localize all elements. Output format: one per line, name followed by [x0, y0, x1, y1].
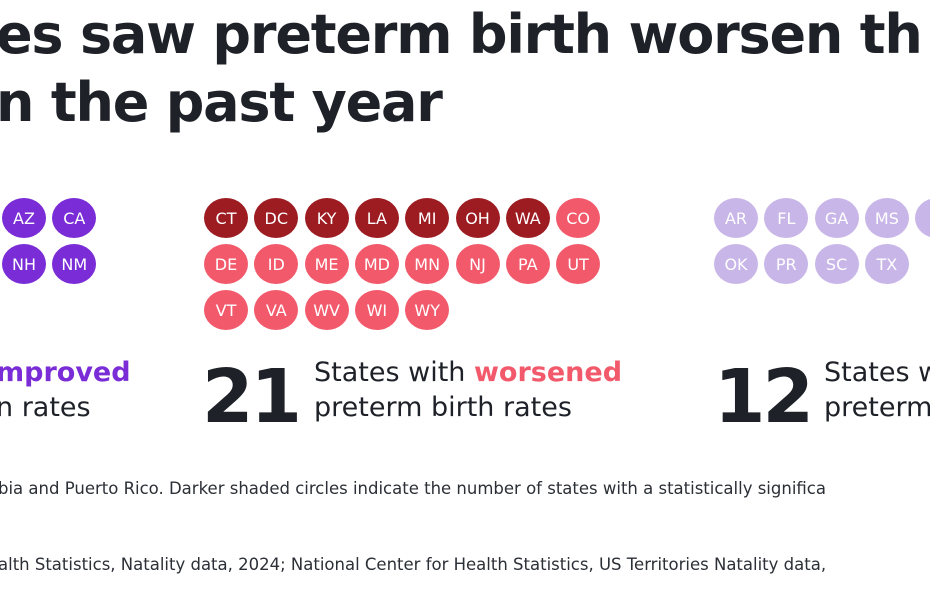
improved-label-line2: n rates — [0, 392, 91, 423]
title-line-1: es saw preterm birth worsen th — [0, 3, 923, 66]
improved-label: mproved n rates — [0, 355, 131, 425]
state-badge-wa: WA — [505, 198, 550, 238]
state-badge-ky: KY — [304, 198, 349, 238]
state-badge-me: ME — [304, 244, 349, 284]
state-badge-vt: VT — [204, 290, 248, 330]
state-badge-id: ID — [254, 244, 299, 284]
state-badge-nj: NJ — [455, 244, 500, 284]
state-badge-ar: AR — [714, 198, 758, 238]
state-badge-m: M — [915, 198, 930, 238]
improved-keyword: mproved — [0, 357, 131, 388]
state-badge-pr: PR — [764, 244, 809, 284]
state-badge-wy: WY — [405, 290, 450, 330]
state-badge-nm: NM — [52, 244, 97, 284]
worsened-label: States with worsened preterm birth rates — [314, 355, 622, 425]
state-badge-co: CO — [556, 198, 601, 238]
state-badge-oh: OH — [455, 198, 500, 238]
worsened-keyword: worsened — [473, 357, 623, 388]
state-badge-ca: CA — [52, 198, 97, 238]
state-badge-pa: PA — [505, 244, 550, 284]
state-badge-wv: WV — [304, 290, 349, 330]
state-badge-fl: FL — [764, 198, 809, 238]
state-badge-dc: DC — [254, 198, 299, 238]
state-badge-sc: SC — [814, 244, 859, 284]
no-change-count: 12 — [714, 354, 814, 440]
no-change-label-prefix: States w — [824, 357, 930, 388]
worsened-count: 21 — [202, 354, 302, 440]
no-change-label-line2: preterm — [824, 392, 930, 423]
state-badge-ms: MS — [864, 198, 909, 238]
state-badge-va: VA — [254, 290, 299, 330]
state-badge-de: DE — [204, 244, 248, 284]
worsened-label-line2: preterm birth rates — [314, 392, 572, 423]
state-badge-la: LA — [354, 198, 399, 238]
state-badge-nh: NH — [2, 244, 46, 284]
worsened-label-prefix: States with — [314, 357, 474, 388]
state-badge-mn: MN — [405, 244, 450, 284]
state-badge-ga: GA — [814, 198, 859, 238]
state-badge-ut: UT — [556, 244, 601, 284]
footnote: bia and Puerto Rico. Darker shaded circl… — [0, 479, 826, 498]
state-badge-tx: TX — [864, 244, 909, 284]
source-note: alth Statistics, Natality data, 2024; Na… — [0, 555, 827, 574]
state-badge-az: AZ — [2, 198, 46, 238]
title-line-2: n the past year — [0, 71, 443, 134]
state-badge-ct: CT — [204, 198, 248, 238]
state-badge-mi: MI — [405, 198, 450, 238]
state-badge-wi: WI — [354, 290, 399, 330]
state-badge-md: MD — [354, 244, 399, 284]
no-change-label: States w preterm — [824, 355, 930, 425]
state-badge-ok: OK — [714, 244, 758, 284]
